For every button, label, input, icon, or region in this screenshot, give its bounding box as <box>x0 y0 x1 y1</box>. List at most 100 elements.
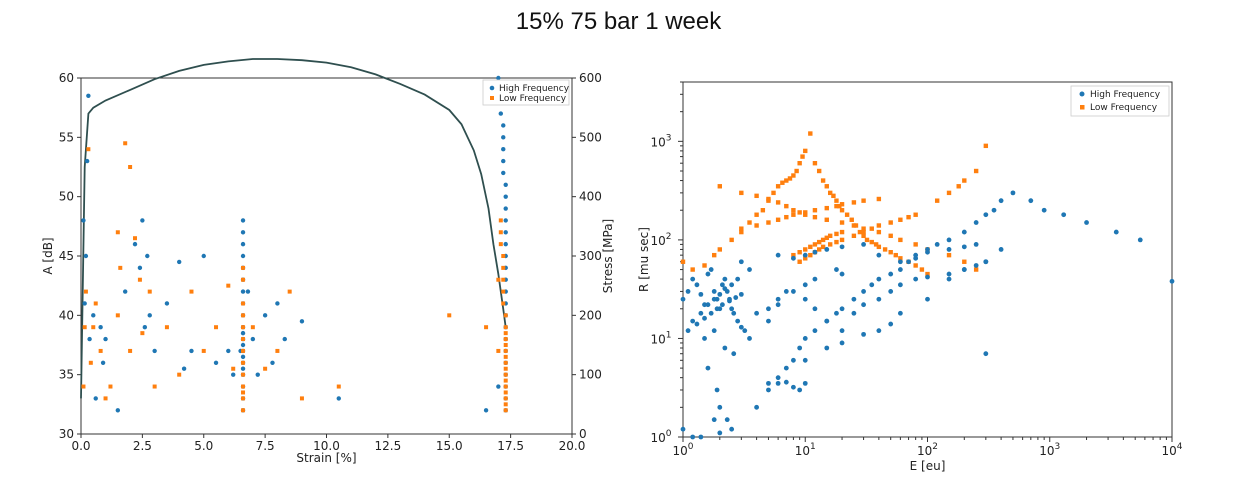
right-point-high-frequency <box>834 310 839 316</box>
right-point-high-frequency <box>711 289 717 294</box>
right-point-low-frequency <box>913 263 918 268</box>
left-point-low-frequency <box>140 331 145 336</box>
right-point-high-frequency <box>766 387 771 393</box>
right-point-high-frequency <box>802 296 808 302</box>
right-point-low-frequency <box>784 214 789 220</box>
right-point-high-frequency <box>754 310 760 316</box>
right-point-low-frequency <box>812 214 818 220</box>
right-point-low-frequency <box>925 271 930 277</box>
right-point-high-frequency <box>791 384 796 390</box>
right-point-high-frequency <box>888 289 894 294</box>
right-point-high-frequency <box>812 328 818 334</box>
left-point-low-frequency <box>231 366 236 371</box>
left-point-high-frequency <box>147 313 152 318</box>
left-point-high-frequency <box>93 396 98 401</box>
right-point-low-frequency <box>797 161 802 166</box>
right-point-high-frequency <box>797 387 803 393</box>
right-point-high-frequency <box>775 302 781 308</box>
right-point-low-frequency <box>973 168 979 174</box>
right-point-high-frequency <box>698 291 704 297</box>
left-plot-frame <box>80 77 573 435</box>
right-point-low-frequency <box>717 247 723 252</box>
left-point-low-frequency <box>123 141 128 146</box>
right-point-low-frequency <box>803 212 808 217</box>
right-point-high-frequency <box>791 289 796 294</box>
left-point-low-frequency <box>496 348 501 353</box>
left-point-low-frequency <box>503 313 508 318</box>
right-x-tick-label: 102 <box>917 442 938 458</box>
right-point-high-frequency <box>722 345 728 351</box>
right-point-low-frequency <box>747 220 752 225</box>
right-point-high-frequency <box>946 247 952 252</box>
left-point-low-frequency <box>98 348 103 353</box>
right-point-low-frequency <box>791 208 796 213</box>
right-point-high-frequency <box>711 328 717 334</box>
left-point-high-frequency <box>240 289 246 294</box>
left-x-tick-label: 7.5 <box>256 439 275 453</box>
left-point-low-frequency <box>241 325 246 330</box>
left-point-low-frequency <box>128 165 133 169</box>
right-point-high-frequency <box>729 306 735 312</box>
right-point-low-frequency <box>888 250 893 255</box>
left-point-high-frequency <box>213 360 219 365</box>
right-point-low-frequency <box>816 247 822 252</box>
right-point-low-frequency <box>791 212 796 217</box>
right-point-high-frequency <box>925 274 930 280</box>
right-point-low-frequency <box>946 252 952 258</box>
left-y-tick-label: 30 <box>59 427 74 441</box>
right-point-high-frequency <box>680 296 686 302</box>
right-point-low-frequency <box>898 256 903 261</box>
left-point-high-frequency <box>501 123 506 128</box>
left-point-low-frequency <box>501 301 506 306</box>
right-point-low-frequency <box>906 214 911 220</box>
right-point-low-frequency <box>962 178 967 183</box>
right-point-low-frequency <box>754 223 759 228</box>
right-point-low-frequency <box>834 239 839 245</box>
left-point-low-frequency <box>82 325 87 330</box>
right-point-low-frequency <box>739 229 744 235</box>
right-point-low-frequency <box>828 233 833 239</box>
right-point-high-frequency <box>925 296 930 302</box>
left-point-low-frequency <box>86 147 91 152</box>
left-point-low-frequency <box>241 396 246 401</box>
left-point-high-frequency <box>503 182 508 187</box>
left-point-high-frequency <box>501 158 506 164</box>
right-point-low-frequency <box>766 220 771 225</box>
right-point-high-frequency <box>738 324 744 330</box>
left-point-low-frequency <box>501 265 506 270</box>
left-point-low-frequency <box>226 283 231 288</box>
right-point-high-frequency <box>876 328 882 334</box>
right-point-low-frequency <box>794 168 799 174</box>
right-point-high-frequency <box>925 249 930 255</box>
right-point-low-frequency <box>876 223 882 228</box>
right-point-low-frequency <box>812 242 818 247</box>
left-point-high-frequency <box>83 253 89 259</box>
left-point-high-frequency <box>262 313 268 318</box>
right-point-low-frequency <box>913 242 918 247</box>
left-point-high-frequency <box>181 366 187 371</box>
right-point-high-frequency <box>714 387 720 393</box>
right-point-high-frequency <box>861 331 866 337</box>
right-y-tick-label: 400 <box>579 190 602 204</box>
right-point-high-frequency <box>797 345 803 351</box>
left-point-low-frequency <box>501 289 506 294</box>
left-point-low-frequency <box>484 325 489 330</box>
left-y-tick-label: 40 <box>59 308 74 322</box>
right-point-low-frequency <box>803 256 808 261</box>
left-point-low-frequency <box>93 301 98 306</box>
left-x-tick-label: 12.5 <box>375 439 402 453</box>
right-point-low-frequency <box>754 193 759 199</box>
right-point-high-frequency <box>766 380 771 386</box>
left-point-low-frequency <box>115 313 120 318</box>
right-point-low-frequency <box>808 131 813 136</box>
left-point-high-frequency <box>164 301 170 306</box>
right-point-high-frequency <box>766 318 771 324</box>
right-point-high-frequency <box>775 380 781 386</box>
left-point-low-frequency <box>241 337 246 342</box>
left-point-high-frequency <box>87 336 92 342</box>
left-point-low-frequency <box>503 378 508 383</box>
right-point-high-frequency <box>824 318 830 324</box>
right-point-low-frequency <box>808 252 813 258</box>
right-point-low-frequency <box>808 244 813 250</box>
right-y-tick-label: 600 <box>579 71 602 85</box>
